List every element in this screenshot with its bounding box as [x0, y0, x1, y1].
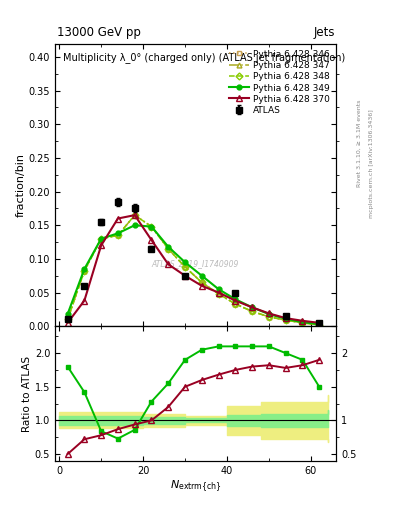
Pythia 6.428 347 [283, 317, 288, 323]
Pythia 6.428 346 [216, 291, 221, 297]
Pythia 6.428 370 [300, 318, 305, 324]
Text: Rivet 3.1.10, ≥ 3.1M events: Rivet 3.1.10, ≥ 3.1M events [357, 100, 362, 187]
Pythia 6.428 347 [149, 224, 154, 230]
Pythia 6.428 370 [99, 242, 103, 248]
Pythia 6.428 348 [250, 308, 255, 314]
Pythia 6.428 370 [250, 304, 255, 310]
Y-axis label: fraction/bin: fraction/bin [16, 153, 26, 217]
Pythia 6.428 347 [82, 268, 87, 274]
Line: Pythia 6.428 349: Pythia 6.428 349 [65, 223, 321, 327]
Pythia 6.428 346 [99, 236, 103, 242]
Pythia 6.428 347 [317, 322, 321, 328]
Pythia 6.428 347 [233, 301, 238, 307]
Pythia 6.428 349 [200, 273, 204, 279]
Y-axis label: Ratio to ATLAS: Ratio to ATLAS [22, 355, 32, 432]
Line: Pythia 6.428 370: Pythia 6.428 370 [65, 212, 322, 326]
Pythia 6.428 370 [132, 212, 137, 218]
Pythia 6.428 349 [266, 311, 271, 317]
Pythia 6.428 347 [65, 316, 70, 323]
Pythia 6.428 346 [149, 224, 154, 230]
Pythia 6.428 348 [300, 320, 305, 326]
Pythia 6.428 348 [82, 268, 87, 274]
Pythia 6.428 348 [166, 246, 171, 252]
Pythia 6.428 349 [116, 230, 120, 237]
Pythia 6.428 348 [233, 301, 238, 307]
Pythia 6.428 349 [149, 224, 154, 230]
Pythia 6.428 370 [266, 310, 271, 316]
Pythia 6.428 347 [300, 320, 305, 326]
Pythia 6.428 346 [200, 280, 204, 286]
Pythia 6.428 347 [132, 212, 137, 218]
Pythia 6.428 346 [233, 301, 238, 307]
Pythia 6.428 347 [99, 236, 103, 242]
Pythia 6.428 347 [116, 232, 120, 239]
Pythia 6.428 348 [266, 314, 271, 320]
Pythia 6.428 346 [250, 308, 255, 314]
Pythia 6.428 347 [216, 291, 221, 297]
Pythia 6.428 370 [166, 261, 171, 267]
Pythia 6.428 348 [216, 291, 221, 297]
Pythia 6.428 348 [116, 232, 120, 239]
X-axis label: $N_\mathrm{extrm\{ch\}}$: $N_\mathrm{extrm\{ch\}}$ [170, 478, 221, 495]
Pythia 6.428 349 [300, 319, 305, 325]
Text: Jets: Jets [314, 26, 335, 39]
Text: Multiplicity λ_0° (charged only) (ATLAS jet fragmentation): Multiplicity λ_0° (charged only) (ATLAS … [63, 52, 346, 63]
Pythia 6.428 348 [183, 264, 187, 270]
Pythia 6.428 348 [317, 322, 321, 328]
Pythia 6.428 346 [116, 232, 120, 239]
Pythia 6.428 346 [283, 317, 288, 323]
Pythia 6.428 370 [65, 320, 70, 326]
Pythia 6.428 346 [82, 268, 87, 274]
Pythia 6.428 348 [132, 212, 137, 218]
Text: mcplots.cern.ch [arXiv:1306.3436]: mcplots.cern.ch [arXiv:1306.3436] [369, 110, 374, 218]
Pythia 6.428 370 [216, 289, 221, 295]
Pythia 6.428 346 [65, 316, 70, 323]
Pythia 6.428 346 [132, 212, 137, 218]
Pythia 6.428 349 [166, 244, 171, 250]
Pythia 6.428 348 [149, 224, 154, 230]
Pythia 6.428 346 [317, 322, 321, 328]
Legend: Pythia 6.428 346, Pythia 6.428 347, Pythia 6.428 348, Pythia 6.428 349, Pythia 6: Pythia 6.428 346, Pythia 6.428 347, Pyth… [228, 48, 332, 117]
Pythia 6.428 348 [65, 316, 70, 323]
Pythia 6.428 349 [283, 316, 288, 322]
Pythia 6.428 370 [317, 320, 321, 326]
Pythia 6.428 370 [283, 315, 288, 321]
Line: Pythia 6.428 348: Pythia 6.428 348 [65, 212, 321, 327]
Pythia 6.428 347 [250, 308, 255, 314]
Line: Pythia 6.428 347: Pythia 6.428 347 [65, 212, 321, 327]
Pythia 6.428 347 [266, 314, 271, 320]
Pythia 6.428 349 [82, 266, 87, 272]
Text: ATLAS_2019_I1740909: ATLAS_2019_I1740909 [152, 260, 239, 268]
Pythia 6.428 347 [183, 264, 187, 270]
Pythia 6.428 370 [183, 273, 187, 279]
Pythia 6.428 349 [183, 259, 187, 265]
Pythia 6.428 346 [166, 246, 171, 252]
Pythia 6.428 349 [317, 321, 321, 327]
Pythia 6.428 349 [233, 296, 238, 303]
Pythia 6.428 349 [99, 236, 103, 242]
Pythia 6.428 349 [132, 222, 137, 228]
Text: 13000 GeV pp: 13000 GeV pp [57, 26, 141, 39]
Pythia 6.428 346 [266, 314, 271, 320]
Pythia 6.428 346 [300, 320, 305, 326]
Pythia 6.428 370 [82, 297, 87, 304]
Line: Pythia 6.428 346: Pythia 6.428 346 [65, 212, 321, 327]
Pythia 6.428 370 [233, 297, 238, 304]
Pythia 6.428 348 [99, 236, 103, 242]
Pythia 6.428 348 [283, 317, 288, 323]
Pythia 6.428 370 [116, 216, 120, 222]
Pythia 6.428 349 [250, 304, 255, 310]
Pythia 6.428 348 [200, 280, 204, 286]
Pythia 6.428 370 [149, 237, 154, 243]
Pythia 6.428 370 [200, 283, 204, 289]
Pythia 6.428 346 [183, 264, 187, 270]
Pythia 6.428 347 [166, 246, 171, 252]
Pythia 6.428 349 [65, 311, 70, 317]
Pythia 6.428 349 [216, 286, 221, 292]
Pythia 6.428 347 [200, 280, 204, 286]
